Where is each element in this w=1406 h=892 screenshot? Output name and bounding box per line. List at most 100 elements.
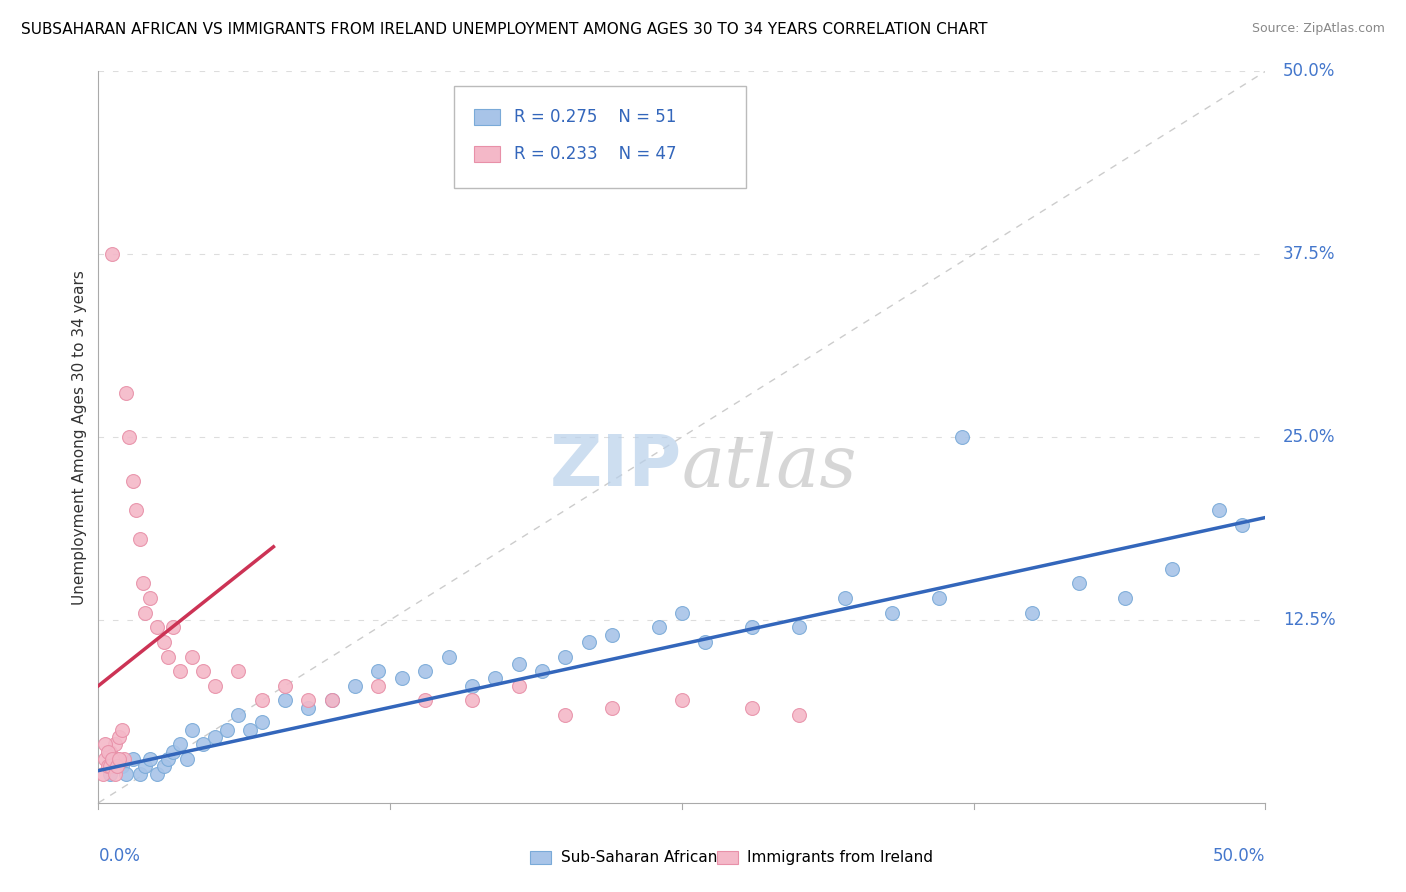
Point [437,649,460,664]
Point [139,591,162,605]
Point [204,730,226,744]
Point [94,752,117,766]
Point [122,752,145,766]
Text: 50.0%: 50.0% [1213,847,1265,864]
Point [91,766,114,780]
Point [274,679,297,693]
Point [101,247,124,261]
Point [111,759,134,773]
Text: 12.5%: 12.5% [1282,611,1336,629]
Point [413,693,436,707]
Point [787,620,810,634]
Point [193,737,215,751]
Point [105,759,128,773]
Point [118,430,141,444]
Point [600,627,623,641]
Point [98,766,121,780]
Point [134,759,156,773]
Point [530,664,553,678]
Point [134,606,156,620]
Point [1208,503,1230,517]
Point [1021,606,1043,620]
Point [787,708,810,723]
Point [215,723,238,737]
Point [162,745,184,759]
Point [101,752,124,766]
Point [344,679,367,693]
Text: 37.5%: 37.5% [1282,245,1336,263]
Point [297,693,319,707]
Text: ZIP: ZIP [550,432,682,500]
Point [97,745,120,759]
Bar [717,851,738,864]
Point [950,430,973,444]
Point [169,664,191,678]
Point [146,620,169,634]
Point [108,730,131,744]
Point [1161,562,1184,576]
Point [250,715,273,730]
Text: Source: ZipAtlas.com: Source: ZipAtlas.com [1251,22,1385,36]
Point [98,759,121,773]
Point [695,635,717,649]
Point [461,693,484,707]
Point [239,723,262,737]
Point [132,576,155,591]
Point [578,635,600,649]
Point [115,766,138,780]
Point [671,606,693,620]
Point [228,664,250,678]
Point [508,679,530,693]
Point [157,649,180,664]
Point [741,700,763,714]
Point [600,700,623,714]
Point [228,708,250,723]
Point [104,766,127,780]
Text: Sub-Saharan Africans: Sub-Saharan Africans [561,850,725,865]
Point [647,620,669,634]
Point [508,657,530,671]
Point [297,700,319,714]
Point [115,386,138,401]
Point [250,693,273,707]
Text: atlas: atlas [682,431,858,501]
Point [834,591,856,605]
Point [125,503,148,517]
Point [274,693,297,707]
Point [98,745,121,759]
Text: R = 0.233    N = 47: R = 0.233 N = 47 [513,145,676,163]
Point [139,752,162,766]
Point [367,679,389,693]
Point [162,620,184,634]
Point [111,723,134,737]
FancyBboxPatch shape [454,86,747,188]
Point [391,672,413,686]
Point [484,672,506,686]
Point [105,752,128,766]
Point [122,474,145,488]
Point [152,635,174,649]
Point [176,752,198,766]
Point [146,766,169,780]
Point [180,649,202,664]
Point [152,759,174,773]
Point [461,679,484,693]
Text: 50.0%: 50.0% [1282,62,1336,80]
Bar [474,146,501,162]
Text: R = 0.275    N = 51: R = 0.275 N = 51 [513,109,676,127]
Y-axis label: Unemployment Among Ages 30 to 34 years: Unemployment Among Ages 30 to 34 years [72,269,87,605]
Point [880,606,903,620]
Text: 0.0%: 0.0% [98,847,141,864]
Text: 25.0%: 25.0% [1282,428,1336,446]
Point [129,766,152,780]
Point [108,752,131,766]
Point [321,693,343,707]
Point [1230,517,1253,532]
Point [321,693,343,707]
Point [112,752,135,766]
Point [413,664,436,678]
Point [554,708,576,723]
Point [169,737,191,751]
Point [129,533,152,547]
Point [741,620,763,634]
